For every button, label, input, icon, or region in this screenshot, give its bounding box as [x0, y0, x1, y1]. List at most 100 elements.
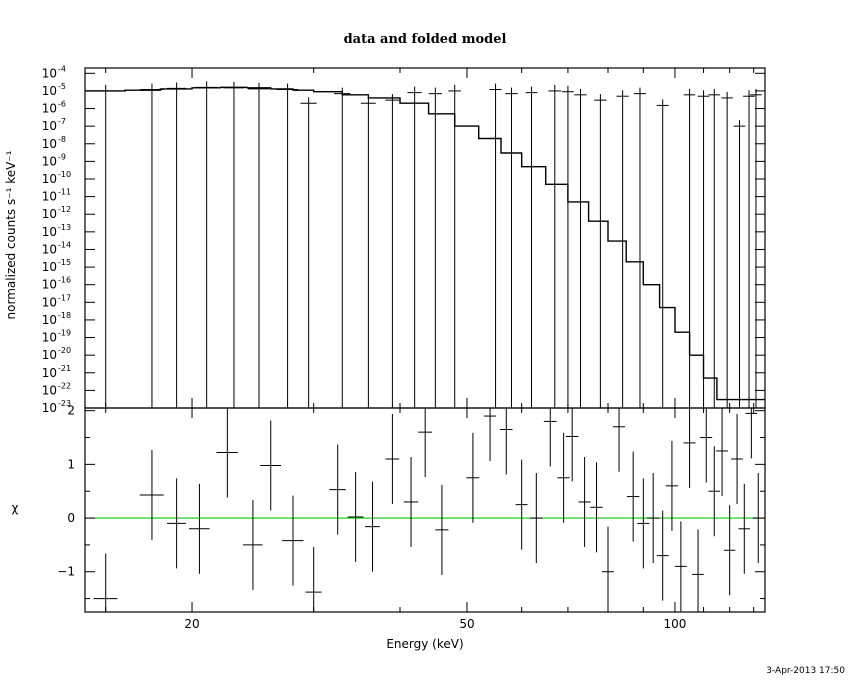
residual-point: [692, 529, 704, 612]
data-point: [708, 88, 721, 408]
y-tick-label: 10: [42, 366, 57, 380]
y-tick-exponent: -13: [58, 223, 71, 232]
residual-point: [590, 462, 603, 553]
residual-point: [708, 446, 721, 537]
residual-point: [499, 408, 513, 475]
residual-y-tick-label: 0: [67, 511, 75, 525]
data-point: [616, 90, 629, 408]
data-point: [548, 84, 561, 408]
data-point: [525, 86, 538, 408]
y-tick-exponent: -6: [58, 100, 66, 109]
residual-point: [167, 478, 186, 569]
data-point: [561, 85, 574, 408]
data-point: [276, 83, 299, 408]
residual-point: [189, 483, 210, 574]
y-tick-label: 10: [42, 383, 57, 397]
data-point: [489, 83, 502, 408]
y-tick-label: 10: [42, 207, 57, 221]
y-tick-label: 10: [42, 331, 57, 345]
residual-point: [466, 432, 480, 523]
residual-point: [646, 473, 660, 564]
spectrum-y-axis-label: normalized counts s⁻¹ keV⁻¹: [4, 150, 18, 319]
residual-panel: −1 0 1 2 20 50 100 χ Energy (keV): [12, 404, 766, 651]
data-point: [385, 94, 400, 408]
y-tick-exponent: -15: [58, 258, 71, 267]
residual-point: [543, 408, 557, 467]
y-tick-exponent: -10: [58, 170, 71, 179]
y-tick-exponent: -19: [58, 329, 71, 338]
residual-y-tick-label: 2: [67, 404, 75, 418]
data-point: [594, 94, 607, 408]
y-tick-label: 10: [42, 84, 57, 98]
residual-point: [565, 408, 579, 482]
y-tick-exponent: -14: [58, 240, 71, 249]
residual-point: [242, 499, 263, 590]
residual-point: [601, 526, 614, 612]
residual-point: [365, 481, 380, 572]
spectrum-y-tick-labels: 10-2310-2210-2110-2010-1910-1810-1710-16…: [42, 64, 71, 415]
folded-model-layer: [85, 86, 765, 401]
y-tick-exponent: -22: [58, 381, 71, 390]
y-tick-exponent: -16: [58, 276, 71, 285]
residual-point: [483, 408, 497, 462]
data-point: [505, 87, 518, 408]
y-tick-exponent: -23: [58, 399, 71, 408]
y-tick-label: 10: [42, 225, 57, 239]
residual-point: [674, 521, 687, 612]
residual-y-axis-label: χ: [12, 501, 19, 515]
data-point: [448, 84, 461, 408]
residual-point: [723, 505, 736, 596]
folded-model-line: [85, 86, 765, 401]
residual-point: [530, 473, 543, 564]
residual-point: [738, 483, 750, 574]
y-tick-exponent: -17: [58, 293, 71, 302]
residual-point: [665, 440, 678, 531]
residual-point: [656, 510, 669, 601]
residual-point: [626, 451, 640, 542]
y-tick-label: 10: [42, 401, 57, 415]
y-tick-exponent: -5: [58, 82, 66, 91]
data-point: [743, 90, 755, 408]
y-tick-label: 10: [42, 313, 57, 327]
residual-point: [612, 408, 626, 472]
residual-point: [515, 459, 528, 550]
residual-point: [282, 495, 304, 586]
y-tick-label: 10: [42, 66, 57, 80]
y-tick-exponent: -8: [58, 135, 66, 144]
data-point: [407, 86, 422, 408]
data-point: [93, 84, 118, 408]
energy-x-tick-label: 100: [663, 617, 686, 631]
y-tick-exponent: -4: [58, 64, 66, 73]
data-point: [360, 97, 376, 408]
y-tick-label: 10: [42, 242, 57, 256]
y-tick-exponent: -11: [58, 188, 71, 197]
residual-point: [435, 484, 449, 575]
y-tick-exponent: -12: [58, 205, 71, 214]
energy-x-tick-label: 50: [459, 617, 474, 631]
y-tick-label: 10: [42, 154, 57, 168]
residual-points-layer: [93, 408, 764, 612]
data-point: [167, 82, 186, 408]
residual-point: [557, 432, 570, 523]
residual-point: [745, 408, 758, 459]
data-point: [428, 87, 442, 408]
data-point: [750, 88, 762, 408]
residual-point: [716, 408, 728, 496]
energy-x-tick-label: 20: [184, 617, 199, 631]
residual-point: [683, 408, 696, 488]
data-point: [633, 87, 646, 408]
y-tick-exponent: -18: [58, 311, 71, 320]
data-point: [247, 82, 270, 408]
chart-title: data and folded model: [344, 32, 507, 47]
residual-point: [329, 444, 346, 535]
data-point: [733, 120, 746, 408]
data-point: [683, 88, 696, 408]
data-point: [139, 83, 164, 408]
residual-point: [347, 471, 364, 562]
residual-point: [731, 414, 743, 504]
data-point: [697, 90, 710, 408]
timestamp: 3-Apr-2013 17:50: [766, 666, 845, 676]
spectrum-panel: 10-2310-2210-2110-2010-1910-1810-1710-16…: [4, 64, 766, 415]
data-points-layer: [93, 81, 762, 408]
